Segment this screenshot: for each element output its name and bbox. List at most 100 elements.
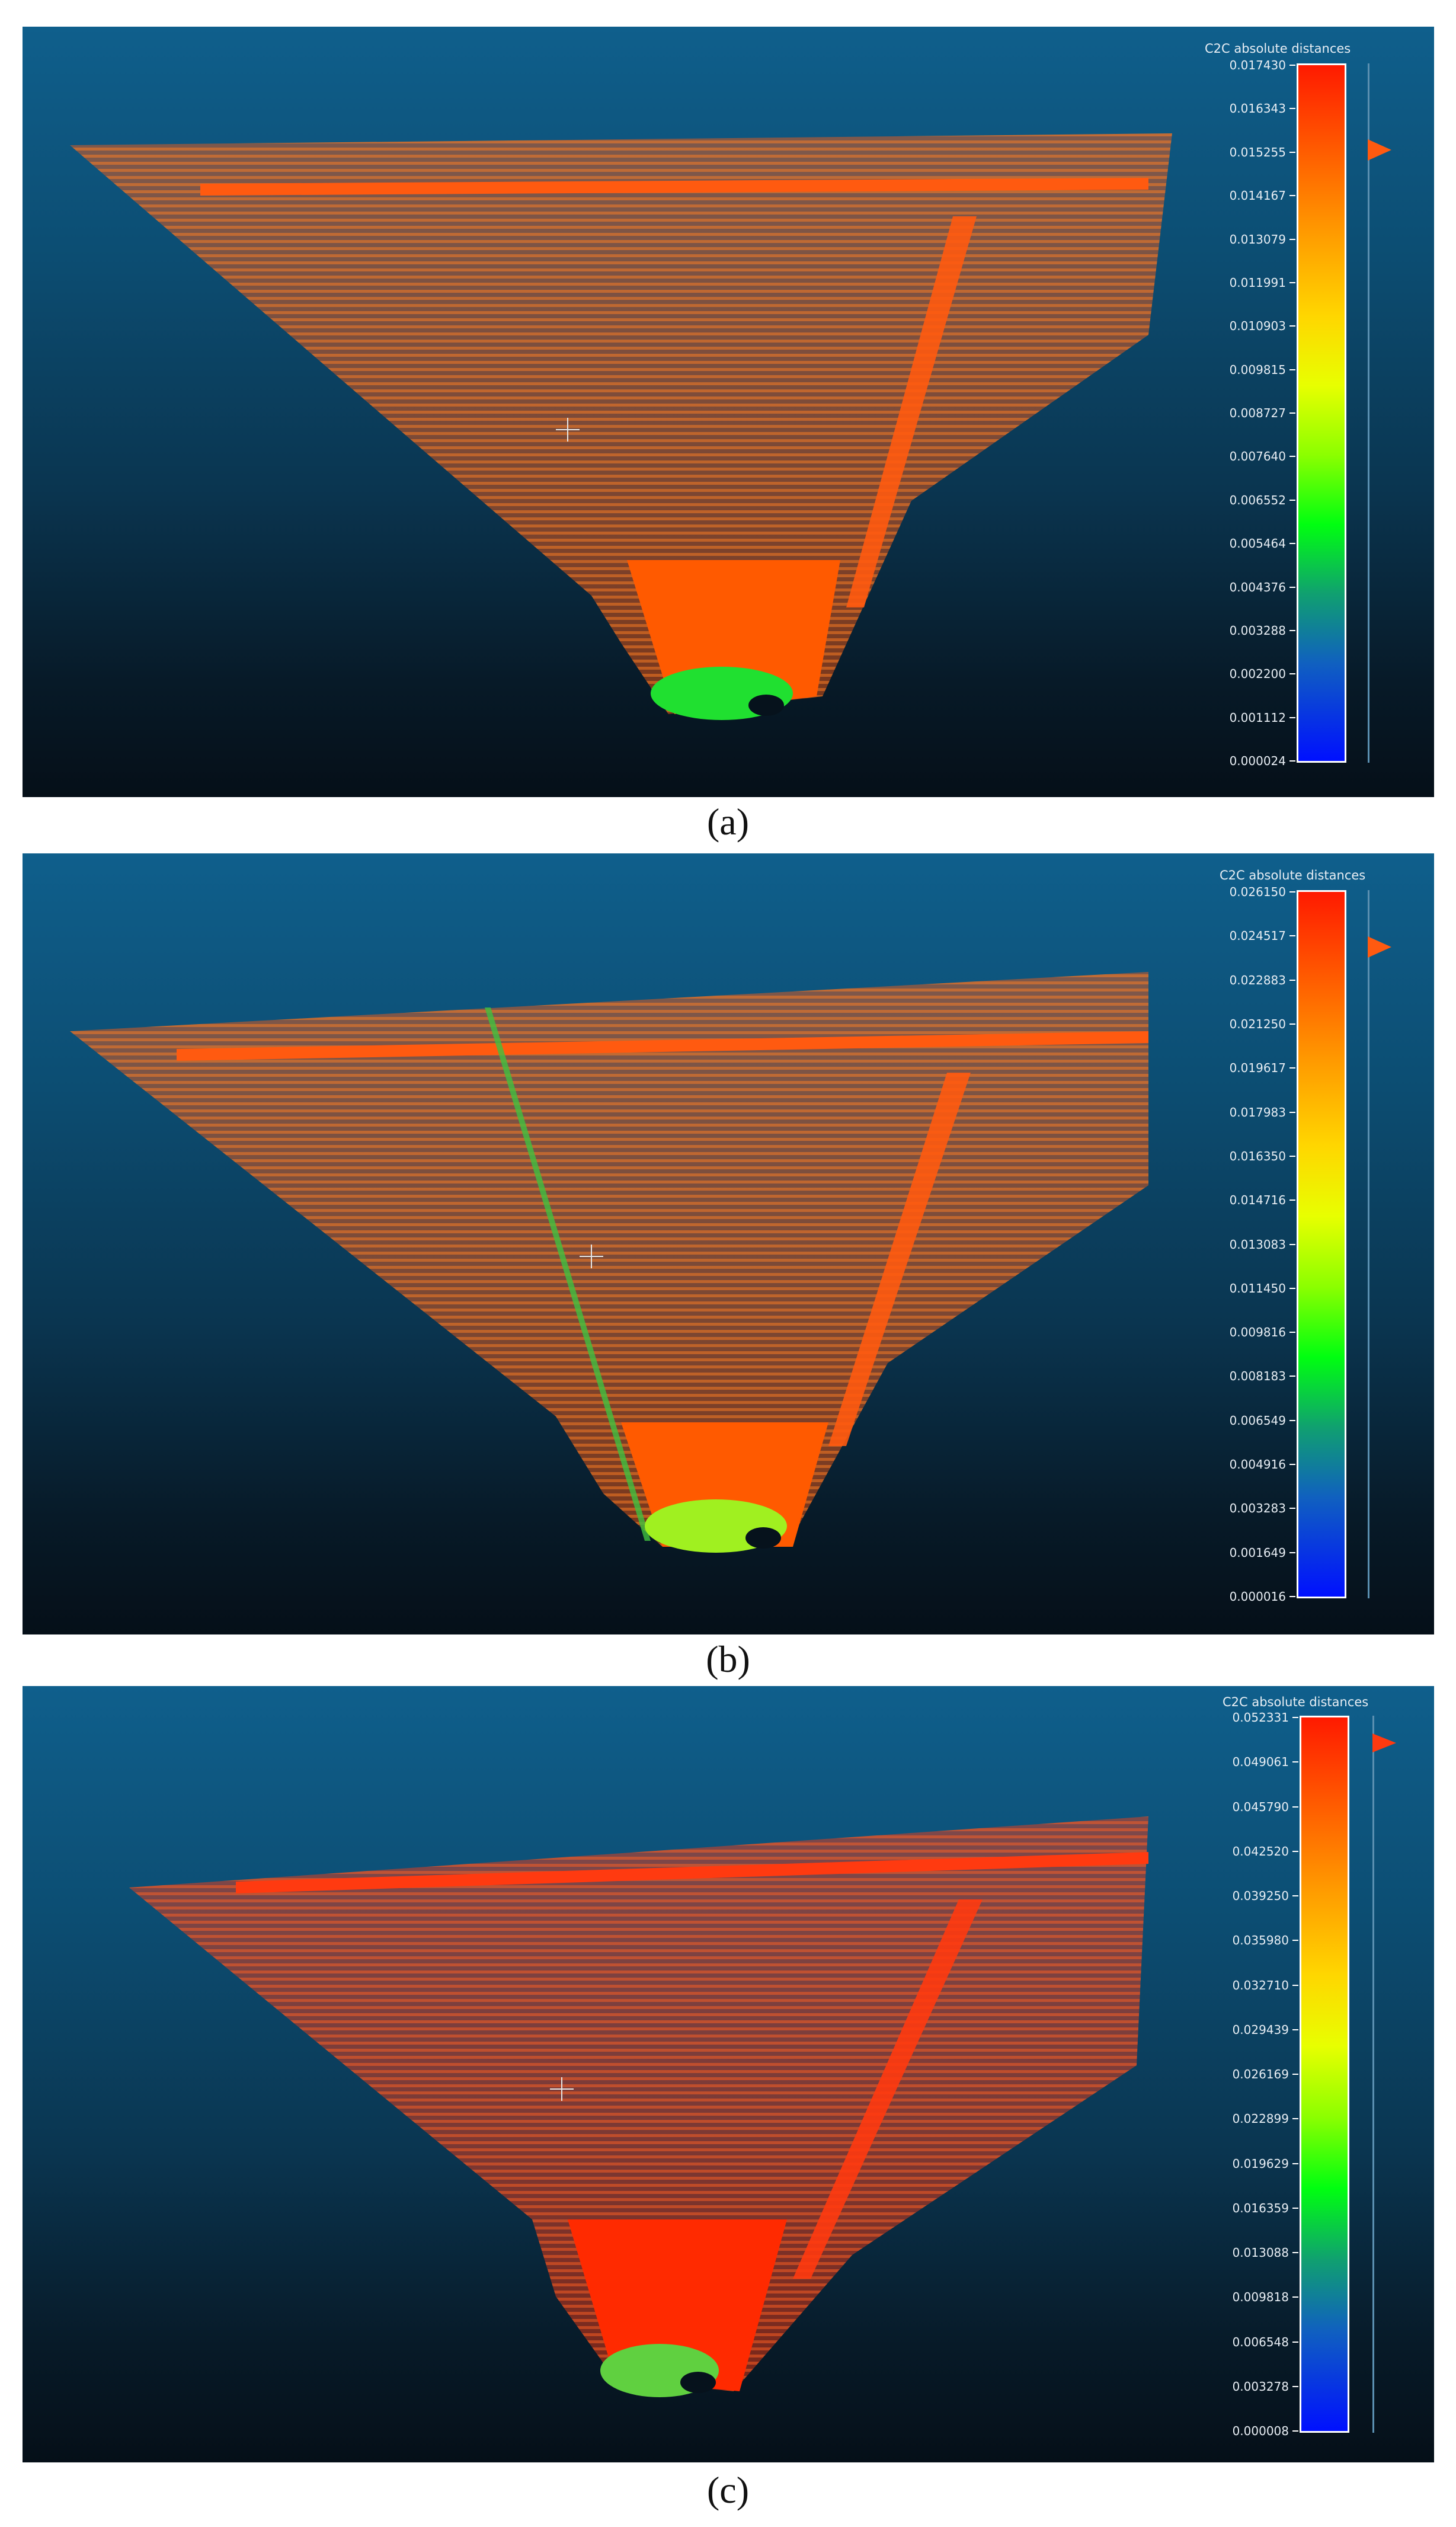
scale-tick-mark bbox=[1289, 65, 1295, 66]
scale-tick-mark bbox=[1289, 1067, 1295, 1069]
scale-tick-label: 0.002200 bbox=[1229, 667, 1286, 682]
scale-tick-mark bbox=[1292, 1806, 1298, 1808]
color-scale-bar-a bbox=[1297, 63, 1346, 763]
scale-tick-mark bbox=[1292, 2296, 1298, 2298]
scale-tick-label: 0.052331 bbox=[1232, 1710, 1289, 1725]
scale-tick-mark bbox=[1289, 1023, 1295, 1025]
cloud-dense-c bbox=[568, 2219, 787, 2391]
cloud-diagonal-a bbox=[846, 216, 977, 607]
cloud-shape-a bbox=[70, 133, 1172, 714]
scale-tick-label: 0.006549 bbox=[1229, 1413, 1286, 1428]
scale-tick-mark bbox=[1292, 2029, 1298, 2030]
scale-tick-label: 0.011450 bbox=[1229, 1281, 1286, 1296]
scale-tick-label: 0.013079 bbox=[1229, 232, 1286, 247]
scale-tick-label: 0.029439 bbox=[1232, 2022, 1289, 2037]
cloud-shape-c bbox=[129, 1816, 1148, 2391]
scale-tick-label: 0.010903 bbox=[1229, 319, 1286, 334]
scale-tick-label: 0.014716 bbox=[1229, 1193, 1286, 1208]
scale-tick-mark bbox=[1292, 1717, 1298, 1718]
point-cloud-a[interactable] bbox=[23, 27, 1434, 797]
scale-tick-label: 0.000024 bbox=[1229, 754, 1286, 768]
scale-tick-label: 0.013083 bbox=[1229, 1237, 1286, 1252]
scale-tick-mark bbox=[1289, 716, 1295, 718]
scale-tick-label: 0.008727 bbox=[1229, 406, 1286, 420]
scale-tick-mark bbox=[1292, 2163, 1298, 2164]
scale-tick-label: 0.045790 bbox=[1232, 1799, 1289, 1814]
scale-tick-label: 0.026150 bbox=[1229, 885, 1286, 899]
scale-title-c: C2C absolute distances bbox=[1223, 1695, 1369, 1709]
scale-tick-label: 0.001112 bbox=[1229, 710, 1286, 725]
scale-tick-label: 0.039250 bbox=[1232, 1889, 1289, 1903]
cloud-rail-c bbox=[236, 1852, 1148, 1893]
crosshair-cursor-b bbox=[580, 1245, 603, 1268]
scale-tick-label: 0.032710 bbox=[1232, 1978, 1289, 1992]
caption-c: (c) bbox=[706, 2469, 750, 2511]
scale-tick-label: 0.022883 bbox=[1229, 973, 1286, 987]
scale-tick-mark bbox=[1289, 760, 1295, 762]
scale-tick-mark bbox=[1292, 1761, 1298, 1763]
scale-tick-mark bbox=[1289, 412, 1295, 414]
scale-tick-mark bbox=[1289, 1376, 1295, 1377]
scale-tick-label: 0.005464 bbox=[1229, 536, 1286, 551]
scale-tick-label: 0.000016 bbox=[1229, 1589, 1286, 1604]
scale-tick-mark bbox=[1292, 2430, 1298, 2432]
scale-tick-mark bbox=[1289, 543, 1295, 545]
histogram-peak-c bbox=[1372, 1733, 1396, 1752]
caption-b: (b) bbox=[706, 1638, 750, 1680]
scale-tick-mark bbox=[1289, 1155, 1295, 1157]
point-cloud-b[interactable] bbox=[23, 853, 1434, 1634]
scale-tick-label: 0.008183 bbox=[1229, 1369, 1286, 1384]
scale-tick-label: 0.003278 bbox=[1232, 2379, 1289, 2394]
scale-tick-label: 0.022899 bbox=[1232, 2112, 1289, 2126]
histogram-line-b bbox=[1368, 890, 1369, 1598]
scale-tick-mark bbox=[1289, 1111, 1295, 1113]
scale-tick-mark bbox=[1292, 2118, 1298, 2120]
scale-tick-label: 0.021250 bbox=[1229, 1016, 1286, 1031]
cloud-diagonal-b bbox=[828, 1073, 971, 1446]
scale-tick-mark bbox=[1289, 1332, 1295, 1333]
scale-tick-label: 0.035980 bbox=[1232, 1933, 1289, 1948]
scale-tick-mark bbox=[1289, 369, 1295, 370]
cloud-rail-b bbox=[177, 1031, 1148, 1061]
scale-tick-label: 0.024517 bbox=[1229, 929, 1286, 943]
scale-tick-label: 0.013088 bbox=[1232, 2245, 1289, 2260]
color-scale-bar-c bbox=[1300, 1716, 1349, 2433]
scale-tick-label: 0.007640 bbox=[1229, 449, 1286, 464]
scale-tick-mark bbox=[1292, 1850, 1298, 1852]
viewport-panel-b[interactable]: C2C absolute distances 0.026150 0.024517 0… bbox=[23, 853, 1434, 1634]
scale-tick-label: 0.003283 bbox=[1229, 1501, 1286, 1516]
scale-tick-mark bbox=[1292, 1940, 1298, 1941]
scale-tick-mark bbox=[1289, 108, 1295, 110]
scale-tick-mark bbox=[1289, 673, 1295, 675]
scale-tick-label: 0.004376 bbox=[1229, 580, 1286, 594]
cloud-shape-b bbox=[70, 972, 1148, 1547]
scale-tick-mark bbox=[1289, 499, 1295, 501]
scale-tick-label: 0.019617 bbox=[1229, 1061, 1286, 1076]
scale-tick-mark bbox=[1292, 1895, 1298, 1896]
scale-tick-label: 0.015255 bbox=[1229, 145, 1286, 159]
scale-tick-label: 0.017430 bbox=[1229, 58, 1286, 72]
scale-tick-label: 0.000008 bbox=[1232, 2424, 1289, 2438]
scale-tick-label: 0.026169 bbox=[1232, 2067, 1289, 2081]
scale-tick-label: 0.019629 bbox=[1232, 2156, 1289, 2171]
viewport-panel-a[interactable]: C2C absolute distances 0.017430 0.016343 0… bbox=[23, 27, 1434, 797]
scale-tick-mark bbox=[1289, 935, 1295, 937]
scale-tick-mark bbox=[1289, 238, 1295, 240]
scale-title-a: C2C absolute distances bbox=[1205, 41, 1351, 56]
scale-tick-mark bbox=[1289, 151, 1295, 153]
scale-tick-label: 0.016359 bbox=[1232, 2200, 1289, 2215]
scale-tick-label: 0.009816 bbox=[1229, 1325, 1286, 1340]
scale-tick-label: 0.014167 bbox=[1229, 188, 1286, 203]
color-scale-bar-b bbox=[1297, 890, 1346, 1598]
scale-tick-mark bbox=[1292, 2385, 1298, 2387]
scale-tick-label: 0.016350 bbox=[1229, 1149, 1286, 1163]
point-cloud-c[interactable] bbox=[23, 1686, 1434, 2462]
scale-tick-mark bbox=[1292, 2341, 1298, 2343]
scale-tick-mark bbox=[1289, 1287, 1295, 1289]
histogram-line-a bbox=[1368, 63, 1369, 763]
cloud-diagonal-c bbox=[793, 1899, 983, 2279]
viewport-panel-c[interactable]: C2C absolute distances 0.052331 0.049061 0… bbox=[23, 1686, 1434, 2462]
scale-tick-mark bbox=[1292, 1984, 1298, 1986]
cloud-rail-a bbox=[200, 178, 1148, 196]
scale-tick-mark bbox=[1289, 629, 1295, 631]
